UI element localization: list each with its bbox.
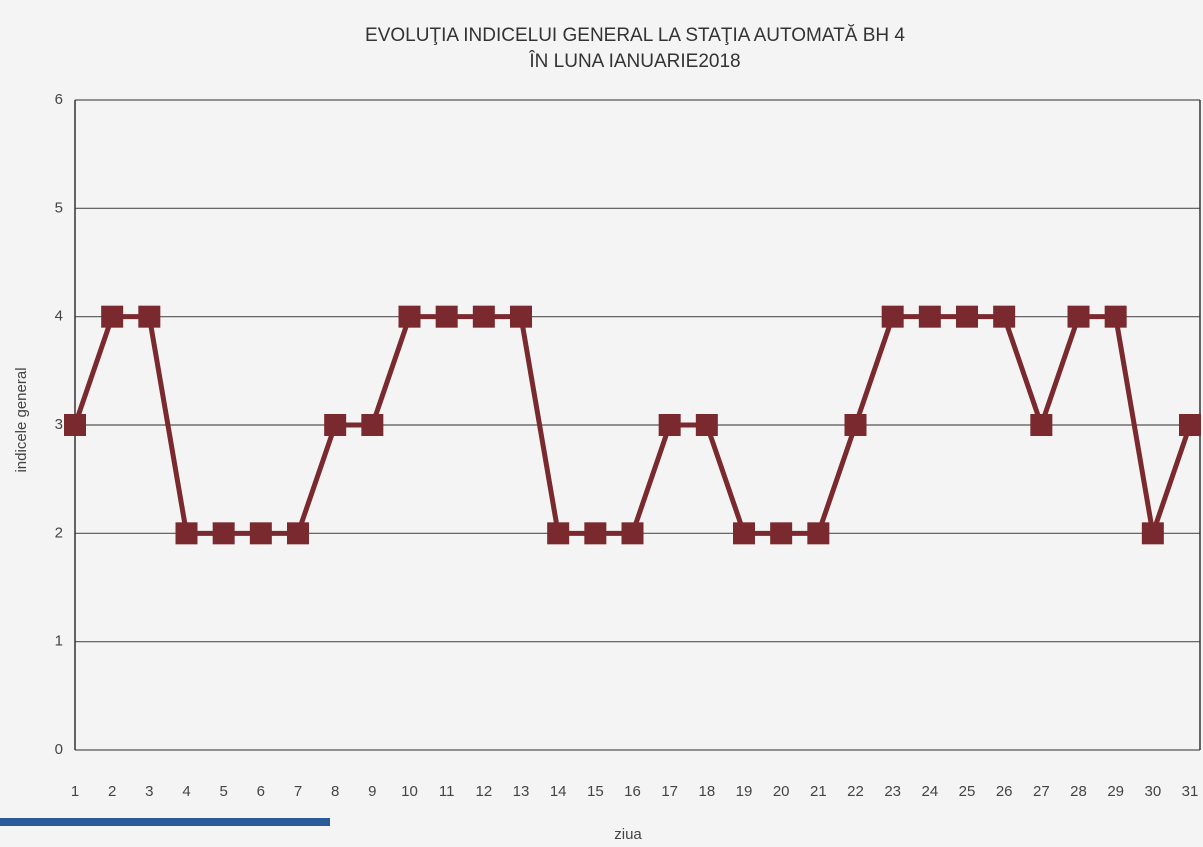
x-tick-label: 17 bbox=[661, 783, 678, 800]
x-tick-label: 1 bbox=[71, 783, 79, 800]
point-marker bbox=[881, 305, 904, 328]
x-tick-label: 26 bbox=[996, 783, 1013, 800]
y-tick-label: 5 bbox=[55, 199, 63, 216]
point-marker bbox=[733, 522, 755, 545]
point-marker bbox=[1179, 414, 1201, 436]
point-marker bbox=[287, 522, 309, 545]
x-tick-label: 19 bbox=[736, 783, 753, 800]
point-marker bbox=[435, 305, 458, 328]
y-tick-label: 0 bbox=[55, 741, 63, 758]
x-tick-label: 24 bbox=[921, 783, 938, 800]
x-tick-label: 21 bbox=[810, 783, 827, 800]
x-tick-label: 11 bbox=[439, 783, 455, 800]
x-tick-label: 7 bbox=[294, 783, 302, 800]
y-tick-label: 6 bbox=[55, 91, 63, 108]
x-tick-label: 20 bbox=[773, 783, 790, 800]
point-marker bbox=[844, 414, 867, 436]
point-marker bbox=[101, 305, 124, 328]
y-axis-label: indicele general bbox=[13, 367, 30, 472]
y-tick-label: 1 bbox=[55, 633, 63, 650]
x-tick-label: 5 bbox=[219, 783, 227, 800]
point-marker bbox=[993, 305, 1016, 328]
x-tick-label: 14 bbox=[550, 783, 567, 800]
x-tick-label: 2 bbox=[108, 783, 116, 800]
x-tick-label: 25 bbox=[959, 783, 976, 800]
point-marker bbox=[621, 522, 644, 545]
point-marker bbox=[770, 522, 793, 545]
point-marker bbox=[138, 305, 161, 328]
point-marker bbox=[695, 414, 718, 436]
point-marker bbox=[807, 522, 830, 545]
scan-strip bbox=[0, 818, 330, 826]
x-tick-label: 8 bbox=[331, 783, 339, 800]
point-marker bbox=[398, 305, 421, 328]
x-tick-label: 3 bbox=[145, 783, 153, 800]
chart-title: EVOLUŢIA INDICELUI GENERAL LA STAŢIA AUT… bbox=[365, 25, 905, 46]
x-tick-label: 15 bbox=[587, 783, 604, 800]
x-tick-label: 6 bbox=[257, 783, 265, 800]
x-tick-label: 29 bbox=[1107, 783, 1124, 800]
x-tick-label: 28 bbox=[1070, 783, 1087, 800]
point-marker bbox=[64, 414, 86, 436]
point-marker bbox=[175, 522, 198, 545]
x-tick-label: 13 bbox=[513, 783, 530, 800]
x-tick-label: 9 bbox=[368, 783, 376, 800]
y-tick-label: 3 bbox=[55, 416, 63, 433]
point-marker bbox=[361, 414, 384, 436]
x-axis-label: ziua bbox=[614, 826, 642, 843]
x-tick-label: 4 bbox=[182, 783, 190, 800]
point-marker bbox=[658, 414, 681, 436]
x-tick-label: 31 bbox=[1182, 783, 1199, 800]
point-marker bbox=[472, 305, 495, 328]
x-tick-label: 10 bbox=[401, 783, 418, 800]
point-marker bbox=[510, 305, 532, 328]
x-tick-label: 30 bbox=[1144, 783, 1161, 800]
y-tick-label: 4 bbox=[55, 308, 63, 325]
x-tick-label: 12 bbox=[475, 783, 492, 800]
x-tick-label: 22 bbox=[847, 783, 864, 800]
chart-title: ÎN LUNA IANUARIE2018 bbox=[528, 50, 740, 72]
point-marker bbox=[1030, 414, 1053, 436]
point-marker bbox=[249, 522, 272, 545]
x-tick-label: 23 bbox=[884, 783, 901, 800]
x-tick-label: 27 bbox=[1033, 783, 1050, 800]
x-tick-label: 18 bbox=[698, 783, 715, 800]
point-marker bbox=[324, 414, 347, 436]
y-tick-label: 2 bbox=[55, 524, 63, 541]
point-marker bbox=[956, 305, 978, 328]
point-marker bbox=[1141, 522, 1164, 545]
point-marker bbox=[547, 522, 570, 545]
x-tick-label: 16 bbox=[624, 783, 641, 800]
point-marker bbox=[1104, 305, 1127, 328]
point-marker bbox=[918, 305, 941, 328]
point-marker bbox=[1067, 305, 1090, 328]
point-marker bbox=[212, 522, 235, 545]
point-marker bbox=[584, 522, 607, 545]
